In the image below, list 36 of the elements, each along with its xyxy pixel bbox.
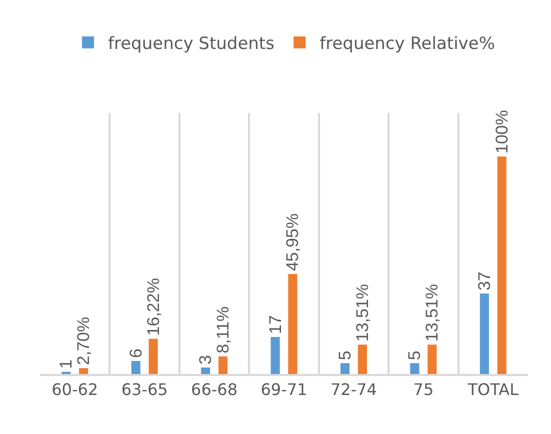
x-tick-label: 69-71 — [260, 380, 308, 400]
bar — [410, 363, 420, 374]
data-label: 2,70% — [74, 316, 94, 366]
x-tick-label: 63-65 — [121, 380, 168, 400]
bar — [288, 274, 298, 374]
data-label: 100% — [492, 110, 512, 154]
bar — [340, 363, 350, 374]
data-label: 5 — [336, 350, 354, 360]
data-label: 13,51% — [352, 284, 372, 342]
legend-label: frequency Relative% — [320, 34, 495, 54]
data-label: 17 — [266, 315, 285, 334]
x-tick-label: 60-62 — [52, 380, 98, 400]
legend-label: frequency Students — [108, 34, 275, 54]
x-tick-label: 66-68 — [191, 380, 238, 400]
x-tick-label: 75 — [413, 380, 434, 400]
data-label: 16,22% — [144, 278, 163, 336]
data-label: 6 — [126, 348, 146, 358]
data-label: 8,11% — [214, 306, 232, 354]
bar — [148, 338, 158, 374]
bar — [270, 337, 280, 374]
data-label: 5 — [405, 350, 424, 360]
bar — [201, 367, 210, 374]
data-label: 13,51% — [422, 284, 442, 342]
data-label: 45,95% — [283, 213, 302, 272]
data-label: 3 — [196, 355, 216, 364]
bar — [358, 344, 367, 374]
x-tick-label: 72-74 — [330, 380, 377, 400]
bar — [497, 156, 506, 374]
x-tick-label: TOTAL — [466, 380, 519, 400]
data-label: 37 — [474, 272, 494, 291]
bar — [218, 356, 228, 374]
bar — [79, 368, 88, 374]
bar — [131, 360, 140, 374]
data-label: 1 — [56, 359, 76, 369]
bar — [480, 294, 489, 374]
bar — [428, 344, 437, 374]
